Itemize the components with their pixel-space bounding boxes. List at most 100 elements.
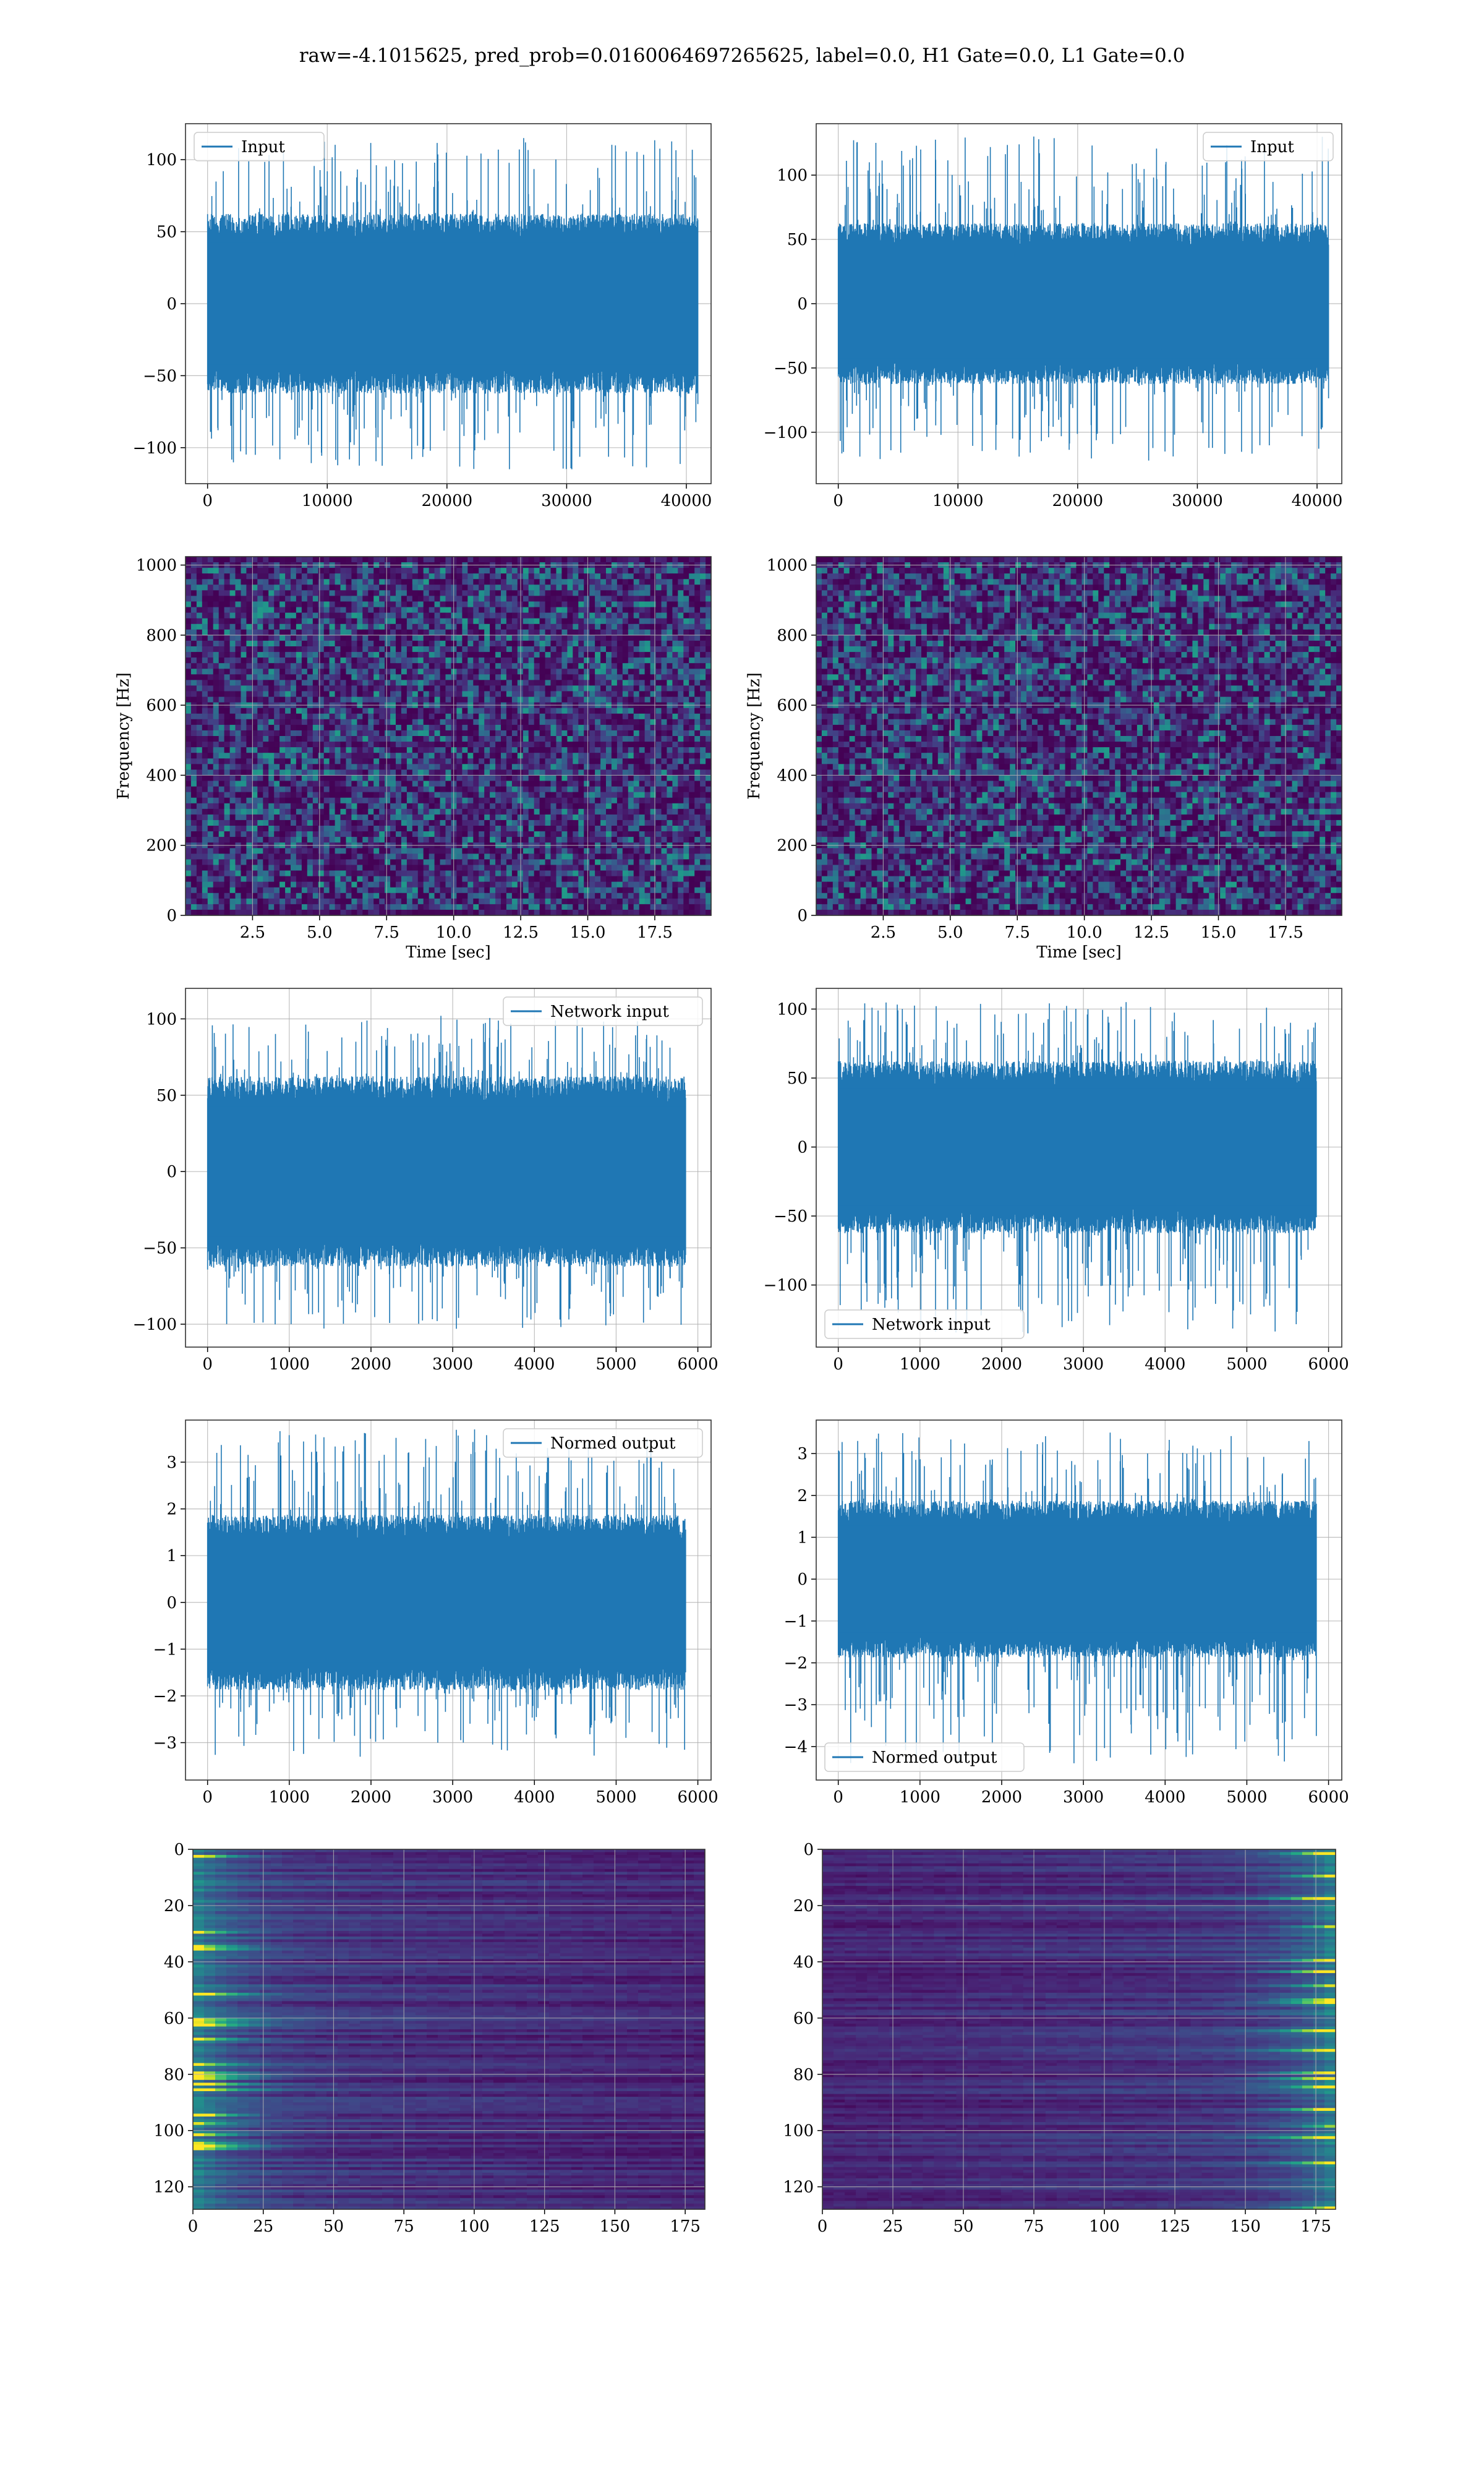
chart-r2-right: 2.5 5.0 7.5 10.0 12.5 15.0 17.5 0 200 400 600 800 10… [745, 556, 1342, 962]
r5-right-xtick-label: 50 [953, 2217, 973, 2236]
r4-left-xtick-label: 6000 [678, 1788, 719, 1807]
r4-left-xtick-label: 1000 [269, 1788, 310, 1807]
r1-right-ytick-label: 0 [797, 295, 808, 314]
r4-left-xtick-label: 3000 [432, 1788, 473, 1807]
r5-right-xtick-label: 100 [1089, 2217, 1120, 2236]
r3-left-xtick-label: 0 [202, 1355, 213, 1374]
r1-left-frame [185, 123, 712, 484]
r1-left-ytick-label: 100 [146, 151, 177, 169]
r2-left-ytick-label: 1000 [136, 557, 177, 575]
figure-suptitle: raw=-4.1015625, pred_prob=0.016006469726… [299, 45, 1185, 67]
r4-right-ytick-label: −4 [784, 1738, 808, 1757]
r4-right-ytick-label: 1 [797, 1528, 808, 1547]
r2-left-xlabel: Time [sec] [406, 943, 491, 962]
r2-left-xtick-label: 5.0 [307, 923, 332, 942]
r5-left-ytick-label: 100 [153, 2122, 184, 2141]
r4-right-xtick-label: 2000 [981, 1788, 1022, 1807]
r5-right-ytick-label: 120 [783, 2178, 814, 2197]
legend-label-r4-left: Normed output [550, 1434, 676, 1453]
r3-right-xtick-label: 5000 [1226, 1355, 1267, 1374]
chart-r3-left: 0 1000 2000 3000 4000 5000 6000 −100 −50 0 50 100 Ne… [133, 988, 719, 1374]
r3-right-xtick-label: 6000 [1308, 1355, 1349, 1374]
r4-right-ytick-label: 3 [797, 1445, 808, 1463]
r5-right-xtick-label: 75 [1023, 2217, 1044, 2236]
series-core-r4-left [207, 1543, 686, 1663]
r2-left-xtick-label: 7.5 [374, 923, 399, 942]
legend-label-r3-right: Network input [872, 1316, 991, 1334]
r4-right-frame [816, 1419, 1342, 1781]
r3-right-ytick-label: 100 [777, 1000, 808, 1019]
r4-right-xtick-label: 5000 [1226, 1788, 1267, 1807]
r3-right-xtick-label: 0 [833, 1355, 843, 1374]
chart-r4-right: 0 1000 2000 3000 4000 5000 6000 −4 −3 −2 −1 0 1 2 3 Nor… [784, 1419, 1349, 1807]
r3-left-frame [185, 988, 712, 1348]
r4-left-ytick-label: −3 [153, 1734, 177, 1753]
r2-right-xtick-label: 12.5 [1133, 923, 1169, 942]
r3-left-xtick-label: 4000 [514, 1355, 555, 1374]
r2-right-ytick-label: 0 [797, 907, 808, 925]
chart-r1-right: 0 10000 20000 30000 40000 −100 −50 0 50 100 Input [764, 123, 1342, 510]
r2-left-ytick-label: 0 [166, 907, 177, 925]
r5-left-ytick-label: 40 [164, 1953, 184, 1972]
chart-r3-right: 0 1000 2000 3000 4000 5000 6000 −100 −50 0 50 100 Ne… [764, 988, 1349, 1374]
r4-left-xtick-label: 5000 [595, 1788, 636, 1807]
r3-right-frame [816, 988, 1342, 1348]
legend-label-r3-left: Network input [550, 1003, 669, 1021]
chart-r4-left: 0 1000 2000 3000 4000 5000 6000 −3 −2 −1 0 1 2 3 Norme… [153, 1419, 719, 1807]
r4-right-xtick-label: 0 [833, 1788, 843, 1807]
r2-left-xtick-label: 10.0 [436, 923, 472, 942]
r2-left-ytick-label: 200 [146, 837, 177, 855]
series-core-r1-right [838, 249, 1329, 359]
r5-right-ytick-label: 20 [793, 1897, 814, 1915]
r3-left-xtick-label: 5000 [595, 1355, 636, 1374]
r1-left-ytick-label: 50 [156, 223, 177, 242]
r2-right-frame [816, 556, 1342, 916]
r4-right-ytick-label: −3 [784, 1696, 808, 1714]
r2-right-xlabel: Time [sec] [1036, 943, 1122, 962]
r2-right-ytick-label: 1000 [767, 557, 808, 575]
r2-right-xtick-label: 5.0 [937, 923, 963, 942]
legend-box-r1-right [1203, 132, 1334, 161]
r4-right-ytick-label: −2 [784, 1654, 808, 1673]
legend-box-r4-right [824, 1742, 1025, 1772]
legend-box-r3-left [503, 996, 703, 1026]
r2-right-xtick-label: 15.0 [1201, 923, 1237, 942]
r3-left-xtick-label: 1000 [269, 1355, 310, 1374]
legend-label-r1-right: Input [1250, 138, 1294, 156]
r5-left-ytick-label: 20 [164, 1897, 184, 1915]
legend-box-r1-left [194, 132, 325, 161]
r3-right-ytick-label: 0 [797, 1139, 808, 1157]
r2-right-ytick-label: 400 [777, 766, 808, 785]
r5-right-xtick-label: 0 [817, 2217, 828, 2236]
r5-right-xtick-label: 125 [1159, 2217, 1190, 2236]
r3-left-ytick-label: −50 [143, 1239, 177, 1258]
r3-left-xtick-label: 3000 [432, 1355, 473, 1374]
r3-left-ytick-label: 0 [166, 1163, 177, 1181]
r4-right-ytick-label: 0 [797, 1570, 808, 1589]
r3-left-ytick-label: −100 [133, 1316, 177, 1334]
legend-box-r4-left [503, 1428, 703, 1458]
r5-right-frame [822, 1849, 1336, 2210]
r1-right-ytick-label: −50 [774, 359, 808, 378]
r1-right-ytick-label: 50 [787, 231, 808, 249]
r3-right-xtick-label: 1000 [900, 1355, 940, 1374]
r4-right-ytick-label: 2 [797, 1487, 808, 1505]
r4-left-ytick-label: 3 [166, 1453, 177, 1472]
r2-right-ylabel: Frequency [Hz] [745, 672, 764, 800]
r1-left-ytick-label: −100 [133, 439, 177, 458]
heatmap-cells-r2-right [816, 557, 1342, 916]
r4-left-ytick-label: −1 [153, 1640, 177, 1659]
r4-right-xtick-label: 3000 [1063, 1788, 1104, 1807]
r1-left-xtick-label: 10000 [302, 492, 353, 510]
r4-right-xtick-label: 4000 [1145, 1788, 1185, 1807]
r1-right-ytick-label: 100 [777, 166, 808, 185]
series-core-r4-right [838, 1525, 1316, 1633]
chart-r5-right: 0 25 50 75 100 125 150 175 0 20 40 60 80 100 120 [783, 1841, 1336, 2236]
r5-left-frame [192, 1849, 706, 2210]
series-core-r1-left [207, 242, 698, 365]
r2-left-xtick-label: 17.5 [637, 923, 673, 942]
r1-right-xtick-label: 30000 [1172, 492, 1223, 510]
r3-left-ytick-label: 100 [146, 1010, 177, 1029]
legend-label-r1-left: Input [241, 138, 285, 156]
r3-left-ytick-label: 50 [156, 1087, 177, 1105]
